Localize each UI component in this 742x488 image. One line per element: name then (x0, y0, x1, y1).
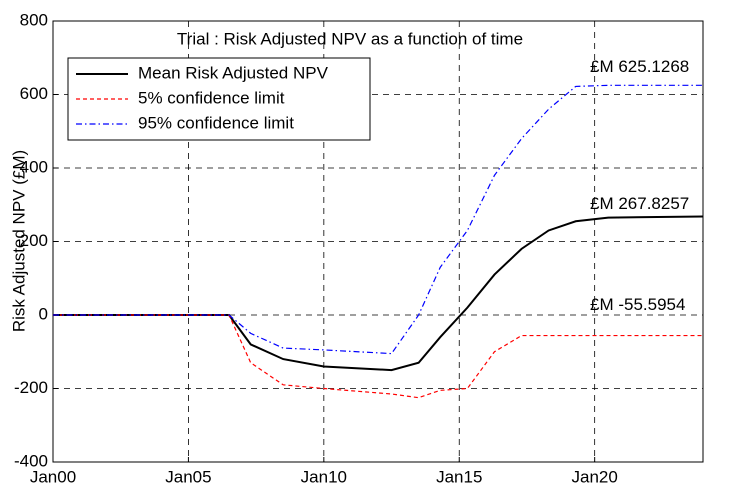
annotation: £M 625.1268 (590, 57, 689, 76)
x-tick-label: Jan00 (30, 467, 76, 486)
y-tick-label: -200 (14, 378, 48, 397)
series-line (53, 84, 703, 355)
y-tick-label: 400 (20, 157, 48, 176)
legend-label: 95% confidence limit (138, 113, 294, 132)
y-tick-label: 0 (39, 304, 48, 323)
legend-label: Mean Risk Adjusted NPV (138, 63, 329, 82)
annotation: £M 267.8257 (590, 194, 689, 213)
y-tick-label: 800 (20, 10, 48, 29)
chart-title: Trial : Risk Adjusted NPV as a function … (177, 29, 523, 48)
y-axis-label: Risk Adjusted NPV (£M) (9, 150, 28, 332)
x-tick-label: Jan15 (436, 467, 482, 486)
y-tick-label: -400 (14, 451, 48, 470)
series-line (53, 215, 704, 372)
series-line (53, 314, 703, 399)
x-tick-label: Jan20 (572, 467, 618, 486)
annotation: £M -55.5954 (590, 295, 685, 314)
x-tick-label: Jan10 (301, 467, 347, 486)
y-tick-label: 200 (20, 231, 48, 250)
legend-label: 5% confidence limit (138, 88, 285, 107)
x-tick-label: Jan05 (165, 467, 211, 486)
y-tick-label: 600 (20, 84, 48, 103)
